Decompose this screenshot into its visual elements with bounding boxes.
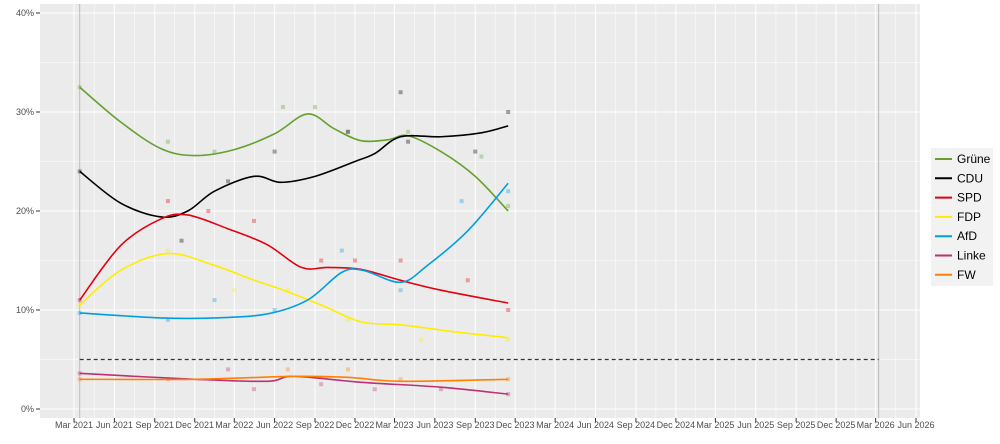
x-tick-label: Jun 2023: [416, 420, 453, 430]
x-tick-label: Mar 2025: [696, 420, 734, 430]
poll-point-afd: [506, 189, 511, 194]
poll-point-linke: [226, 367, 231, 372]
poll-point-cdu: [345, 129, 350, 134]
y-tick-label: 20%: [16, 206, 34, 216]
x-tick-label: Sep 2021: [136, 420, 175, 430]
poll-point-fdp: [285, 288, 290, 293]
poll-point-afd: [212, 298, 217, 303]
legend-label: CDU: [957, 171, 983, 185]
poll-point-spd: [319, 258, 324, 263]
poll-point-grüne: [280, 105, 285, 110]
legend-label: SPD: [957, 191, 982, 205]
poll-point-cdu: [406, 139, 411, 144]
marks: [77, 4, 880, 418]
poll-point-afd: [165, 317, 170, 322]
poll-point-fdp: [345, 317, 350, 322]
poll-point-afd: [339, 248, 344, 253]
poll-point-spd: [251, 218, 256, 223]
poll-point-fdp: [232, 288, 237, 293]
poll-point-spd: [506, 308, 511, 312]
x-tick-label: Jun 2025: [737, 420, 774, 430]
x-tick-label: Jun 2024: [577, 420, 614, 430]
legend-label: Linke: [957, 249, 986, 263]
poll-point-cdu: [272, 149, 277, 154]
axes: 0%10%20%30%40%Mar 2021 Jun 2021 Sep 2021 De…: [16, 8, 935, 430]
poll-point-grüne: [313, 105, 318, 110]
legend: Grüne CDU SPD FDP AfD Linke FW: [931, 148, 993, 286]
x-tick-label: Sep 2025: [777, 420, 816, 430]
poll-point-linke: [319, 382, 324, 387]
poll-point-cdu: [398, 90, 403, 95]
poll-point-linke: [439, 387, 444, 392]
x-tick-label: Dec 2023: [496, 420, 535, 430]
trend-line-afd: [79, 182, 509, 320]
x-tick-label: Dec 2024: [657, 420, 696, 430]
x-tick-label: Sep 2022: [296, 420, 335, 430]
legend-label: FDP: [957, 210, 981, 224]
poll-point-afd: [398, 288, 403, 293]
x-tick-label: Sep 2023: [456, 420, 495, 430]
poll-point-spd: [352, 258, 357, 263]
poll-point-linke: [372, 387, 377, 392]
trend-line-grüne: [79, 86, 509, 212]
legend-label: FW: [957, 268, 976, 282]
poll-point-fdp: [165, 248, 170, 253]
poll-point-spd: [206, 209, 211, 213]
poll-point-afd: [272, 308, 277, 312]
poll-point-cdu: [473, 149, 478, 154]
y-tick-label: 10%: [16, 305, 34, 315]
y-tick-label: 40%: [16, 8, 34, 18]
poll-point-grüne: [406, 129, 411, 134]
trend-line-fdp: [79, 252, 509, 339]
legend-label: Grüne: [957, 152, 991, 166]
x-tick-label: Mar 2024: [536, 420, 574, 430]
grid: [40, 4, 920, 418]
poll-point-afd: [459, 199, 464, 204]
poll-point-fw: [345, 367, 350, 372]
poll-point-spd: [465, 278, 470, 283]
x-tick-label: Dec 2021: [175, 420, 214, 430]
poll-point-grüne: [165, 139, 170, 144]
poll-point-cdu: [506, 110, 511, 114]
x-tick-label: Dec 2022: [336, 420, 375, 430]
y-tick-label: 30%: [16, 107, 34, 117]
poll-point-fw: [285, 367, 290, 372]
poll-point-fdp: [506, 337, 511, 342]
x-tick-label: Mar 2022: [215, 420, 253, 430]
x-tick-label: Dec 2025: [817, 420, 856, 430]
poll-point-fdp: [419, 337, 424, 342]
x-tick-label: Jun 2021: [96, 420, 133, 430]
poll-point-grüne: [506, 204, 511, 209]
legend-label: AfD: [957, 229, 977, 243]
x-tick-label: Mar 2026: [857, 420, 895, 430]
poll-point-grüne: [212, 149, 217, 154]
poll-point-grüne: [479, 154, 484, 159]
poll-point-fw: [398, 377, 403, 382]
trend-line-spd: [79, 213, 509, 304]
poll-point-grüne: [345, 129, 350, 134]
x-tick-label: Mar 2021: [55, 420, 93, 430]
poll-point-spd: [398, 258, 403, 263]
x-tick-label: Sep 2024: [617, 420, 656, 430]
trend-line-fw: [79, 375, 509, 383]
poll-point-cdu: [226, 179, 231, 184]
x-tick-label: Jun 2026: [897, 420, 934, 430]
poll-point-linke: [251, 387, 256, 392]
poll-point-cdu: [179, 238, 184, 243]
x-tick-label: Mar 2023: [375, 420, 413, 430]
x-tick-label: Jun 2022: [256, 420, 293, 430]
poll-point-spd: [165, 199, 170, 204]
y-tick-label: 0%: [21, 404, 34, 414]
